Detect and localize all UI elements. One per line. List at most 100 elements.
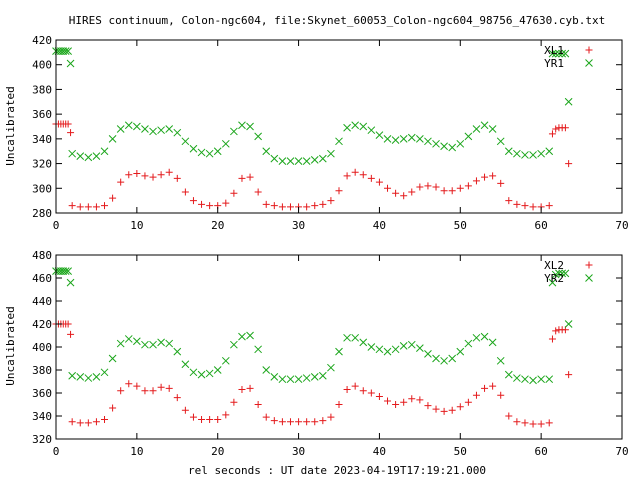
- data-point-xl2: [359, 387, 367, 395]
- data-point-xl2: [238, 386, 246, 394]
- data-point-xl1: [440, 187, 448, 195]
- data-point-xl1: [367, 174, 375, 182]
- data-point-xl1: [384, 184, 392, 192]
- data-point-xl1: [206, 202, 214, 210]
- data-point-yr2: [561, 269, 570, 278]
- data-point-yr1: [464, 132, 473, 141]
- data-point-yr1: [100, 147, 109, 156]
- data-point-xl1: [101, 202, 109, 210]
- data-point-yr2: [238, 332, 246, 341]
- data-point-yr1: [504, 147, 513, 156]
- data-point-xl1: [254, 188, 262, 196]
- data-point-yr1: [383, 135, 392, 143]
- data-point-yr1: [375, 131, 384, 140]
- y-tick-label: 280: [32, 207, 52, 220]
- data-point-xl2: [497, 391, 505, 399]
- legend-label-xl1: XL1: [544, 44, 564, 57]
- data-point-yr1: [270, 154, 279, 163]
- data-point-xl2: [448, 406, 456, 414]
- data-point-xl1: [359, 171, 367, 179]
- data-point-yr2: [286, 375, 295, 384]
- x-tick-label: 20: [211, 445, 224, 458]
- data-point-xl1: [472, 177, 480, 185]
- data-point-xl2: [68, 418, 76, 426]
- data-point-yr1: [92, 152, 101, 161]
- data-point-yr2: [464, 339, 473, 348]
- data-point-yr1: [513, 149, 521, 158]
- data-point-xl1: [464, 182, 472, 190]
- data-point-xl1: [548, 130, 556, 138]
- data-point-xl1: [76, 203, 84, 211]
- data-point-xl2: [278, 418, 286, 426]
- y-tick-label: 320: [32, 158, 52, 171]
- data-point-yr1: [335, 137, 343, 146]
- x-tick-label: 0: [53, 445, 60, 458]
- data-point-yr2: [472, 333, 481, 342]
- y-tick-label: 400: [32, 59, 52, 72]
- data-point-xl2: [513, 418, 521, 426]
- legend-marker-xl2: [585, 261, 593, 269]
- data-point-xl1: [181, 188, 189, 196]
- data-point-xl2: [505, 412, 513, 420]
- y-tick-label: 360: [32, 108, 52, 121]
- data-point-yr2: [448, 354, 457, 363]
- data-point-yr1: [254, 132, 262, 141]
- data-point-xl2: [537, 420, 545, 428]
- data-point-xl1: [481, 173, 489, 181]
- data-point-xl1: [545, 202, 553, 210]
- data-point-yr1: [278, 157, 287, 165]
- data-point-yr2: [407, 340, 416, 349]
- data-point-yr2: [213, 366, 222, 374]
- x-tick-label: 40: [373, 219, 386, 232]
- legend-label-yr2: YR2: [544, 272, 564, 285]
- data-point-xl1: [400, 192, 408, 200]
- data-point-xl2: [254, 401, 262, 408]
- data-point-xl2: [270, 417, 278, 425]
- data-point-yr1: [189, 144, 198, 153]
- data-point-yr2: [391, 345, 400, 354]
- data-point-xl2: [198, 415, 206, 423]
- data-point-xl1: [198, 200, 206, 208]
- data-point-yr2: [558, 269, 567, 278]
- data-point-xl2: [392, 401, 400, 408]
- data-point-yr1: [302, 157, 311, 165]
- data-point-yr1: [197, 148, 206, 157]
- data-point-yr2: [545, 375, 554, 384]
- data-point-xl2: [545, 419, 553, 427]
- data-point-xl2: [157, 383, 165, 391]
- data-point-yr2: [548, 278, 557, 287]
- data-point-yr1: [181, 137, 190, 146]
- data-point-xl2: [440, 407, 448, 415]
- data-point-xl1: [497, 179, 505, 187]
- data-point-yr2: [92, 373, 101, 381]
- x-tick-label: 10: [130, 219, 143, 232]
- data-point-yr2: [108, 354, 117, 363]
- data-point-xl2: [230, 398, 238, 406]
- data-point-yr2: [504, 370, 513, 379]
- data-point-xl1: [529, 203, 537, 211]
- data-point-yr1: [246, 122, 254, 131]
- data-point-yr2: [262, 366, 271, 374]
- data-point-yr2: [529, 376, 537, 385]
- data-point-yr1: [480, 121, 489, 130]
- data-point-xl1: [552, 125, 560, 133]
- legend-label-xl2: XL2: [544, 259, 564, 272]
- data-point-xl2: [222, 411, 230, 419]
- data-point-yr2: [181, 360, 190, 369]
- x-tick-label: 30: [292, 219, 305, 232]
- data-point-xl2: [173, 394, 181, 402]
- data-point-yr2: [254, 345, 262, 354]
- data-point-xl1: [392, 189, 400, 197]
- data-point-xl1: [133, 169, 141, 177]
- data-point-yr2: [61, 267, 70, 275]
- data-point-yr2: [513, 374, 521, 382]
- data-point-yr1: [213, 147, 222, 156]
- top-y-axis-label: Uncalibrated: [4, 86, 17, 165]
- data-point-yr2: [221, 356, 230, 365]
- data-point-xl2: [464, 398, 472, 406]
- data-point-xl2: [214, 415, 222, 423]
- y-tick-label: 360: [32, 387, 52, 400]
- data-point-yr2: [270, 373, 279, 381]
